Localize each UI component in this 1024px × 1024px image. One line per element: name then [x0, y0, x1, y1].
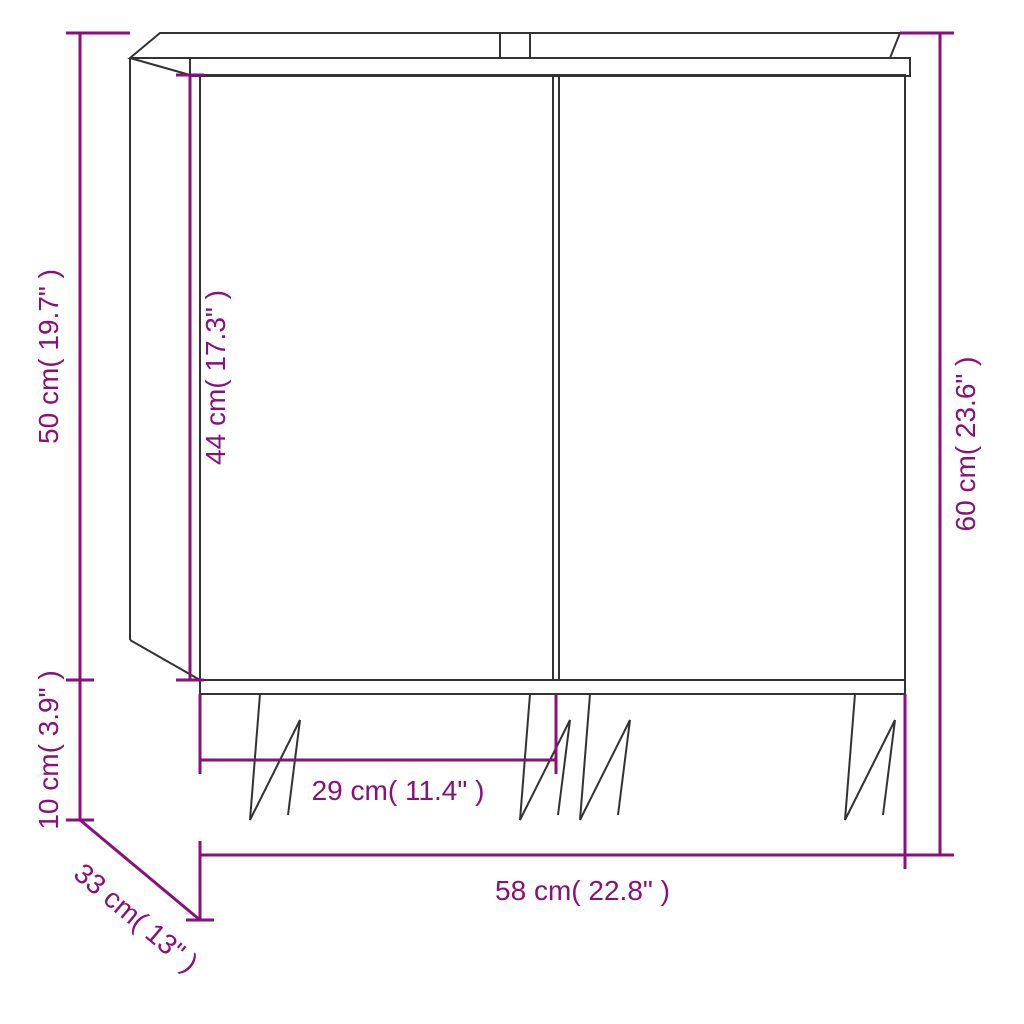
- cabinet-leg: [845, 694, 895, 820]
- dim-depth-33-label: 33 cm( 13" ): [68, 857, 204, 978]
- dim-height-50-label: 50 cm( 19.7" ): [33, 269, 64, 444]
- dim-height-10: 10 cm( 3.9" ): [33, 670, 94, 829]
- cabinet-leg: [250, 694, 300, 820]
- dim-height-44-label: 44 cm( 17.3" ): [200, 290, 231, 465]
- cabinet-leg: [580, 694, 630, 820]
- dim-height-44: 44 cm( 17.3" ): [176, 75, 231, 680]
- dim-width-58-label: 58 cm( 22.8" ): [495, 875, 670, 906]
- dim-height-60-label: 60 cm( 23.6" ): [950, 357, 981, 532]
- cabinet-leg: [520, 694, 570, 820]
- dim-width-29-label: 29 cm( 11.4" ): [312, 775, 485, 806]
- dim-height-10-label: 10 cm( 3.9" ): [33, 670, 64, 829]
- dim-depth-33: 33 cm( 13" ): [66, 820, 214, 978]
- dim-height-60: 60 cm( 23.6" ): [900, 33, 981, 855]
- dim-width-58: 58 cm( 22.8" ): [200, 694, 905, 906]
- dim-height-50: 50 cm( 19.7" ): [33, 33, 130, 680]
- cabinet-drawing: [130, 33, 910, 820]
